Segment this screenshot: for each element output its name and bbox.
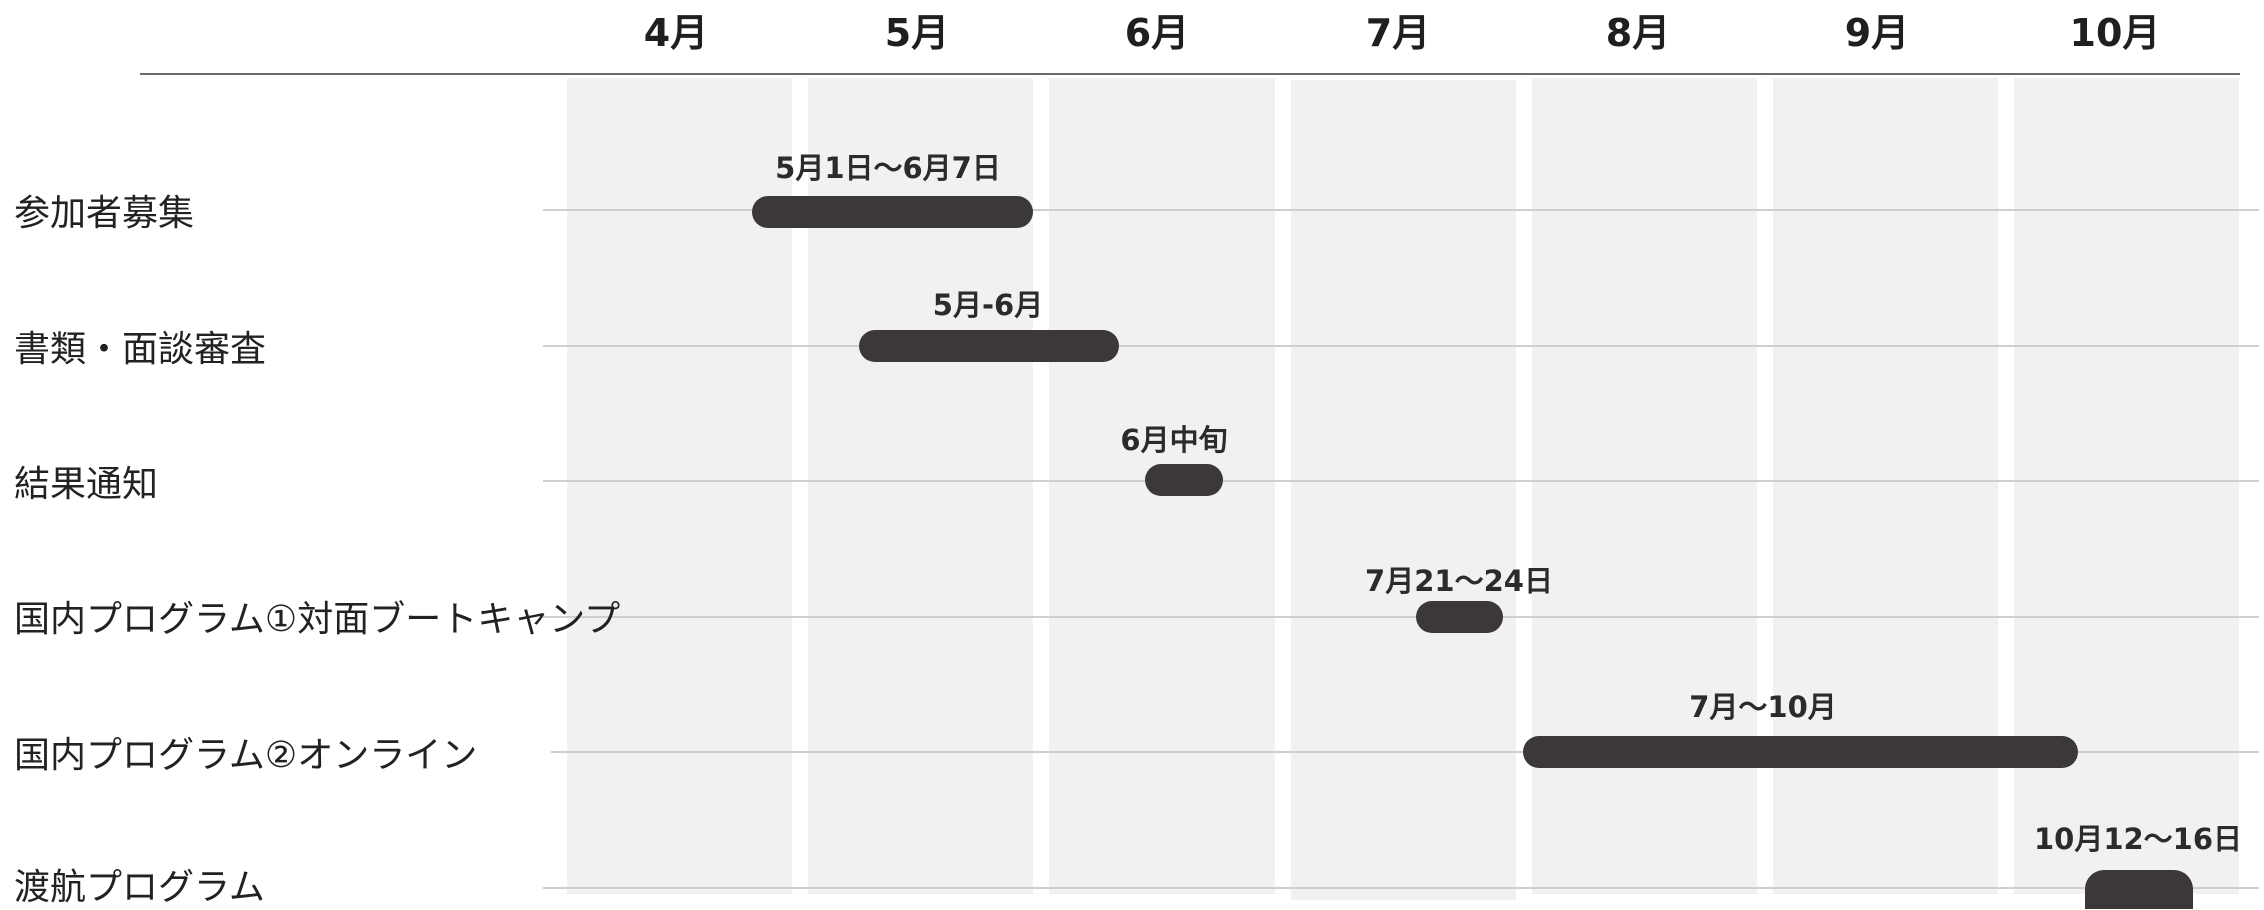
task-period-label: 6月中旬 (1120, 423, 1228, 457)
task-label: 国内プログラム①対面ブートキャンプ (14, 599, 621, 640)
month-label: 9月 (1844, 11, 1910, 55)
task-period-label: 7月〜10月 (1689, 690, 1837, 724)
task-period-label: 7月21〜24日 (1365, 564, 1553, 598)
task-label: 渡航プログラム (14, 867, 265, 908)
task-bar (1145, 464, 1223, 496)
month-column-bg (1291, 80, 1516, 900)
row-guide-line (543, 345, 2259, 347)
task-label: 国内プログラム②オンライン (14, 735, 478, 776)
month-column-bg (1773, 78, 1998, 894)
month-label: 6月 (1124, 11, 1190, 55)
task-bar (1523, 736, 2078, 768)
month-label: 7月 (1365, 11, 1431, 55)
month-label: 5月 (884, 11, 950, 55)
row-guide-line (543, 887, 2259, 889)
task-period-label: 10月12〜16日 (2033, 822, 2243, 856)
task-label: 参加者募集 (14, 193, 195, 234)
task-period-label: 5月-6月 (932, 288, 1044, 322)
month-label: 10月 (2069, 11, 2161, 55)
task-label: 結果通知 (14, 464, 159, 505)
row-guide-line (543, 480, 2259, 482)
task-bar (859, 330, 1119, 362)
month-column-bg (1532, 78, 1757, 894)
month-column-bg (2014, 78, 2239, 894)
month-label: 4月 (643, 11, 709, 55)
task-bar (1416, 601, 1503, 633)
task-bar (2085, 870, 2193, 909)
header-divider (140, 73, 2240, 75)
task-period-label: 5月1日〜6月7日 (775, 151, 1001, 185)
row-guide-line (543, 616, 2259, 618)
row-guide-line (543, 209, 2259, 211)
task-bar (752, 196, 1033, 228)
row-guide-line (551, 751, 2259, 753)
task-label: 書類・面談審査 (14, 329, 267, 370)
month-label: 8月 (1605, 11, 1671, 55)
